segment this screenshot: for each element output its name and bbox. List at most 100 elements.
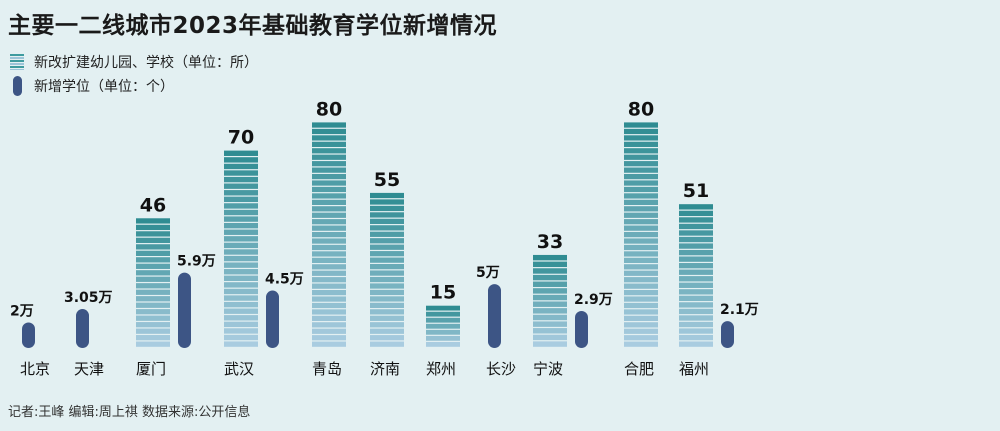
seats-value-label: 2.9万 bbox=[574, 292, 613, 308]
city-group-7: 长沙 5万 bbox=[476, 265, 516, 378]
bar-segment bbox=[312, 186, 346, 193]
bar-segment bbox=[679, 276, 713, 282]
bar-segment bbox=[624, 244, 658, 251]
schools-bar bbox=[370, 192, 404, 347]
bar-segment bbox=[224, 242, 258, 249]
bar-segment bbox=[624, 161, 658, 167]
bar-segment bbox=[224, 341, 258, 347]
bar-segment bbox=[679, 321, 713, 328]
bar-segment bbox=[312, 135, 346, 141]
bar-segment bbox=[224, 269, 258, 275]
bar-segment bbox=[624, 231, 658, 238]
bar-segment bbox=[224, 236, 258, 242]
bar-segment bbox=[533, 314, 567, 321]
bar-segment bbox=[312, 180, 346, 186]
schools-value-label: 15 bbox=[430, 282, 456, 304]
bar-segment bbox=[679, 269, 713, 275]
bar-segment bbox=[624, 328, 658, 334]
bar-segment bbox=[136, 244, 170, 250]
bar-segment bbox=[624, 141, 658, 147]
bar-segment bbox=[136, 257, 170, 263]
bar-segment bbox=[533, 328, 567, 334]
bar-segment bbox=[624, 277, 658, 283]
bar-segment bbox=[224, 209, 258, 216]
seats-value-label: 2万 bbox=[10, 303, 34, 319]
bar-segment bbox=[224, 334, 258, 341]
bar-segment bbox=[370, 296, 404, 302]
bar-segment bbox=[312, 315, 346, 322]
bar-segment bbox=[312, 231, 346, 238]
bar-segment bbox=[312, 238, 346, 244]
bar-segment bbox=[136, 276, 170, 282]
schools-value-label: 80 bbox=[628, 98, 654, 120]
bar-segment bbox=[370, 328, 404, 334]
bar-segment bbox=[624, 264, 658, 270]
bar-segment bbox=[136, 250, 170, 256]
bar-segment bbox=[370, 205, 404, 212]
category-label: 福州 bbox=[679, 360, 709, 378]
seats-value-label: 5.9万 bbox=[177, 254, 216, 270]
bar-segment bbox=[624, 309, 658, 315]
legend-item-schools: 新改扩建幼儿园、学校（单位：所） bbox=[10, 50, 258, 74]
schools-value-label: 70 bbox=[228, 127, 254, 149]
bar-segment bbox=[370, 238, 404, 244]
city-group-0: 北京 2万 bbox=[10, 303, 50, 378]
bar-segment bbox=[624, 283, 658, 289]
bar-segment bbox=[679, 282, 713, 288]
city-group-3: 武汉 70 4.5万 bbox=[224, 127, 304, 378]
schools-bar bbox=[679, 204, 713, 347]
bar-segment bbox=[224, 282, 258, 288]
city-group-4: 青岛 80 bbox=[312, 98, 346, 378]
bar-segment bbox=[312, 296, 346, 302]
bar-segment bbox=[624, 225, 658, 231]
bar-segment bbox=[312, 199, 346, 205]
bar-segment bbox=[224, 183, 258, 189]
bar-segment bbox=[624, 315, 658, 322]
bar-segment bbox=[624, 289, 658, 296]
bar-segment bbox=[370, 270, 404, 276]
bar-segment bbox=[312, 302, 346, 309]
bar-segment bbox=[679, 334, 713, 341]
bar-segment bbox=[533, 268, 567, 274]
city-group-10: 福州 51 2.1万 bbox=[679, 180, 759, 378]
bar-segment bbox=[679, 217, 713, 223]
schools-value-label: 80 bbox=[316, 98, 342, 120]
bar-segment bbox=[679, 210, 713, 217]
bar-segment bbox=[312, 219, 346, 225]
seats-value-label: 5万 bbox=[476, 265, 500, 281]
seats-pill bbox=[575, 310, 588, 348]
bar-segment bbox=[533, 274, 567, 281]
seats-pill bbox=[22, 322, 35, 348]
category-label: 天津 bbox=[74, 360, 104, 378]
bar-segment bbox=[679, 289, 713, 295]
bar-segment bbox=[679, 328, 713, 334]
bar-segment bbox=[624, 154, 658, 160]
category-label: 合肥 bbox=[624, 360, 654, 378]
bar-segment bbox=[312, 257, 346, 264]
bar-segment bbox=[312, 244, 346, 251]
bar-segment bbox=[624, 302, 658, 309]
schools-bar bbox=[426, 305, 460, 347]
schools-bar bbox=[136, 218, 170, 347]
bar-segment bbox=[426, 329, 460, 335]
bar-segment bbox=[624, 122, 658, 128]
bar-segment bbox=[679, 315, 713, 321]
bar-segment bbox=[624, 206, 658, 212]
bar-segment bbox=[312, 225, 346, 231]
bar-segment bbox=[224, 157, 258, 163]
city-group-9: 合肥 80 bbox=[624, 98, 658, 378]
bar-segment bbox=[624, 270, 658, 276]
schools-bar bbox=[533, 254, 567, 347]
category-label: 长沙 bbox=[486, 360, 516, 378]
bar-segment bbox=[136, 270, 170, 276]
category-label: 武汉 bbox=[224, 360, 254, 378]
bar-segment bbox=[224, 229, 258, 235]
seats-pill bbox=[721, 321, 734, 348]
bar-segment bbox=[370, 199, 404, 205]
bar-segment bbox=[312, 193, 346, 199]
legend-label-schools: 新改扩建幼儿园、学校（单位：所） bbox=[34, 55, 258, 71]
seats-value-label: 3.05万 bbox=[64, 290, 113, 306]
bar-segment bbox=[533, 281, 567, 287]
bar-segment bbox=[370, 315, 404, 321]
